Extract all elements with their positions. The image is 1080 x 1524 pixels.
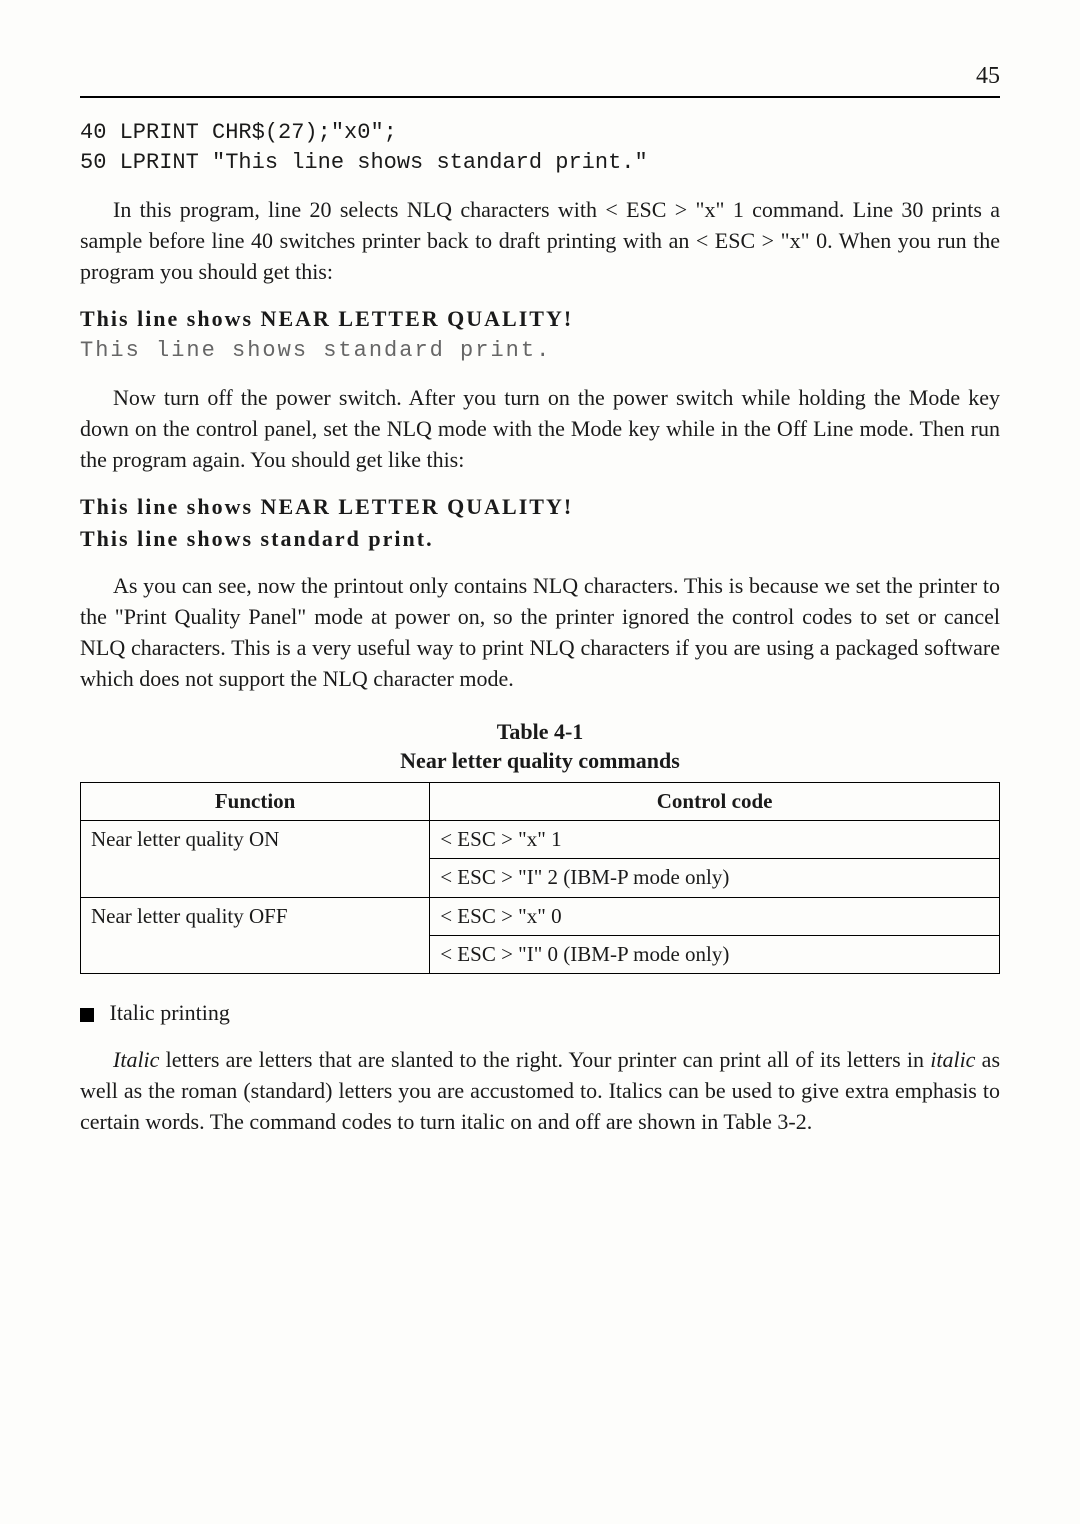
top-rule: [80, 96, 1000, 98]
output1-line1: This line shows NEAR LETTER QUALITY!: [80, 304, 1000, 335]
section-title: Italic printing: [110, 1000, 230, 1025]
section-head-italic: Italic printing: [80, 998, 1000, 1029]
para-2: Now turn off the power switch. After you…: [80, 383, 1000, 475]
page-number: 45: [80, 60, 1000, 96]
code-block-1: 40 LPRINT CHR$(27);"x0"; 50 LPRINT "This…: [80, 118, 1000, 180]
table-caption: Table 4-1 Near letter quality commands: [80, 718, 1000, 775]
output1-line2: This line shows standard print.: [80, 336, 1000, 367]
commands-table: Function Control code Near letter qualit…: [80, 782, 1000, 975]
table-caption-2: Near letter quality commands: [400, 748, 680, 773]
italic-word-1: Italic: [113, 1047, 159, 1072]
para-3: As you can see, now the printout only co…: [80, 571, 1000, 694]
td-nlq-on-code2: < ESC > "I" 2 (IBM-P mode only): [430, 859, 1000, 897]
td-nlq-off-code2: < ESC > "I" 0 (IBM-P mode only): [430, 936, 1000, 974]
para-4: Italic letters are letters that are slan…: [80, 1045, 1000, 1137]
italic-word-2: italic: [930, 1047, 975, 1072]
para4-mid: letters are letters that are slanted to …: [159, 1047, 930, 1072]
td-nlq-on-code1: < ESC > "x" 1: [430, 820, 1000, 858]
output2-line1: This line shows NEAR LETTER QUALITY!: [80, 492, 1000, 523]
td-nlq-on: Near letter quality ON: [81, 820, 430, 897]
output2-line2: This line shows standard print.: [80, 524, 1000, 555]
th-control-code: Control code: [430, 782, 1000, 820]
para-1: In this program, line 20 selects NLQ cha…: [80, 195, 1000, 287]
td-nlq-off: Near letter quality OFF: [81, 897, 430, 974]
table-caption-1: Table 4-1: [497, 719, 584, 744]
td-nlq-off-code1: < ESC > "x" 0: [430, 897, 1000, 935]
th-function: Function: [81, 782, 430, 820]
bullet-icon: [80, 1008, 94, 1022]
